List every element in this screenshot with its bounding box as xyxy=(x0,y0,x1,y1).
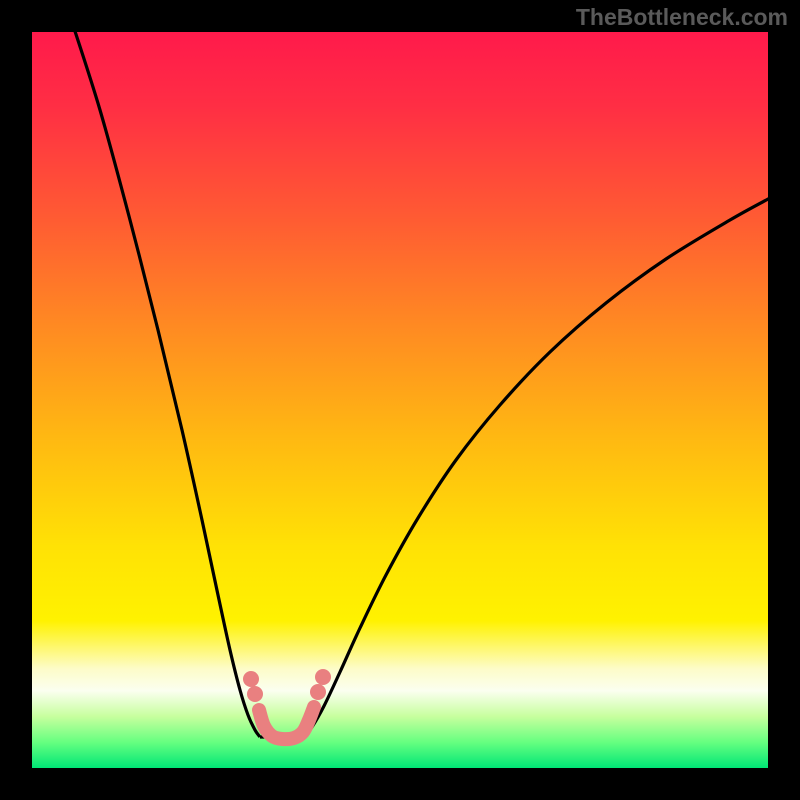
bottleneck-chart xyxy=(0,0,800,800)
gradient-background xyxy=(32,32,768,768)
plot-area xyxy=(32,16,770,768)
watermark-text: TheBottleneck.com xyxy=(576,4,788,31)
